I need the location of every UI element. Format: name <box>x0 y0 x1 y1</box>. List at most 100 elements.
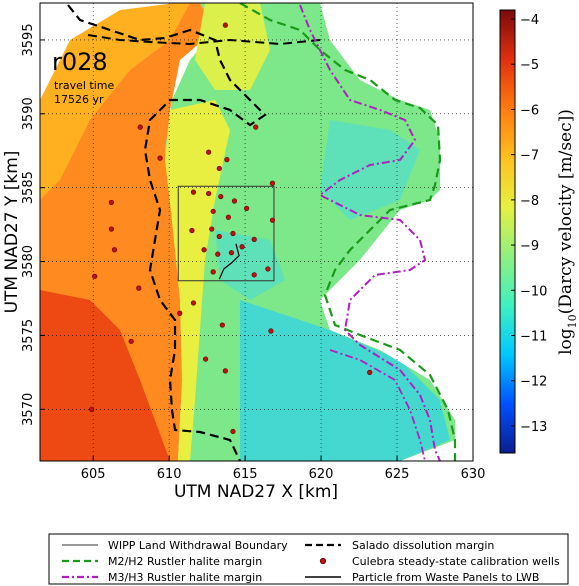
x-tick-label: 605 <box>81 467 106 482</box>
calibration-well-marker <box>268 328 274 334</box>
northwest-yellow-region <box>40 3 190 200</box>
colorbar <box>499 9 516 454</box>
calibration-well-marker <box>222 22 228 28</box>
colorbar-tick-label: −9 <box>520 239 539 254</box>
legend-item-label: M2/H2 Rustler halite margin <box>108 555 262 568</box>
colorbar-tick-label: −6 <box>520 103 539 118</box>
legend-box <box>48 533 569 585</box>
calibration-well-marker <box>218 193 224 200</box>
legend: WIPP Land Withdrawal Boundary M2/H2 Rustl… <box>48 533 569 585</box>
calibration-well-marker <box>210 208 216 214</box>
calibration-well-marker <box>251 272 257 278</box>
calibration-well-marker <box>108 199 115 206</box>
colorbar-tick-label: −13 <box>520 420 547 435</box>
northeast-yellow-region <box>195 3 270 90</box>
grid-lines <box>40 3 473 461</box>
calibration-well-marker <box>128 338 134 344</box>
south-cyan-region <box>240 300 450 461</box>
calibration-well-marker <box>228 250 235 256</box>
lwb-boundary-outline <box>177 185 275 282</box>
legend-item-label: Salado dissolution margin <box>352 539 494 552</box>
calibration-well-marker <box>136 285 142 291</box>
calibration-well-marker <box>209 226 215 232</box>
calibration-well-marker <box>222 368 228 374</box>
calibration-well-marker <box>244 205 250 211</box>
calibration-well-marker <box>269 180 276 186</box>
east-no-data <box>320 3 473 461</box>
calibration-well-marker <box>206 149 212 155</box>
calibration-well-marker <box>111 247 118 253</box>
run-id-label: r028 <box>52 48 108 76</box>
calibration-well-marker <box>177 310 183 316</box>
salado-dissolution-margin <box>67 4 267 461</box>
y-tick-label: 3585 <box>21 171 36 204</box>
calibration-well-marker <box>203 356 209 362</box>
calibration-well-marker <box>230 428 236 435</box>
x-tick-label: 620 <box>309 467 334 482</box>
legend-item: M3/H3 Rustler halite margin <box>62 571 262 584</box>
colorbar-title-subscript: 10 <box>566 314 579 328</box>
calibration-well-marker <box>189 227 195 234</box>
wipp-land-withdrawal-boundary <box>177 185 275 282</box>
legend-item: M2/H2 Rustler halite margin <box>62 555 262 568</box>
velocity-map <box>40 3 473 461</box>
y-axis-title: UTM NAD27 Y [km] <box>2 151 22 314</box>
calibration-well-marker <box>108 226 115 232</box>
calibration-well-marker <box>269 217 276 223</box>
m3h3-rustler-margin-inner <box>329 349 426 461</box>
y-tick-label: 3590 <box>21 97 36 130</box>
southwest-red-region <box>40 290 170 461</box>
legend-item: Particle from Waste Panels to LWB <box>305 571 539 584</box>
plot-frame <box>39 2 474 462</box>
calibration-well-marker <box>216 233 222 240</box>
colorbar-tick-label: −12 <box>520 375 547 390</box>
legend-item: Salado dissolution margin <box>305 539 494 552</box>
legend-well-swatch <box>319 557 327 565</box>
particle-track <box>218 243 240 280</box>
x-tick-label: 630 <box>461 467 486 482</box>
salado-dissolution-margin-north <box>87 34 321 46</box>
colorbar-tick-label: −8 <box>520 194 539 209</box>
legend-item-label: Particle from Waste Panels to LWB <box>352 571 539 584</box>
legend-item: WIPP Land Withdrawal Boundary <box>62 539 288 552</box>
legend-item-label: Culebra steady-state calibration wells <box>352 555 560 568</box>
calibration-well-marker <box>190 189 197 195</box>
calibration-well-marker <box>206 190 212 197</box>
m2h2-rustler-margin <box>239 3 457 461</box>
colorbar-ticks: −4 −5 −6 −7 −8 −9 −10 −11 −12 −13 <box>511 13 547 435</box>
y-tick-label: 3595 <box>21 23 36 56</box>
legend-item: Culebra steady-state calibration wells <box>319 555 560 568</box>
east-green-region <box>165 3 455 461</box>
calibration-wells <box>89 22 373 435</box>
colorbar-tick-label: −10 <box>520 284 547 299</box>
travel-time-value: 17526 yr <box>54 93 104 106</box>
x-axis-ticks: 605 610 615 620 625 630 <box>81 456 486 482</box>
legend-item-label: WIPP Land Withdrawal Boundary <box>108 539 288 552</box>
calibration-well-marker <box>239 244 245 250</box>
colorbar-title-prefix: log <box>556 328 576 355</box>
calibration-well-marker <box>190 300 197 306</box>
x-tick-label: 610 <box>157 467 182 482</box>
calibration-well-marker <box>137 124 143 130</box>
colorbar-title-suffix: (Darcy velocity [m/sec]) <box>556 109 576 314</box>
calibration-well-marker <box>210 269 216 275</box>
colorbar-tick-label: −4 <box>520 13 539 28</box>
calibration-well-marker <box>251 236 257 242</box>
legend-item-label: M3/H3 Rustler halite margin <box>108 571 262 584</box>
east-cyan-patch <box>320 120 420 220</box>
calibration-well-marker <box>219 322 225 328</box>
x-axis-title: UTM NAD27 X [km] <box>174 482 338 502</box>
x-tick-label: 615 <box>233 467 258 482</box>
y-tick-label: 3570 <box>21 393 36 426</box>
colorbar-tick-label: −7 <box>520 149 539 164</box>
particle-path <box>218 243 240 280</box>
calibration-well-marker <box>225 214 231 220</box>
colorbar-tick-label: −11 <box>520 329 547 344</box>
y-tick-label: 3575 <box>21 319 36 352</box>
y-tick-label: 3580 <box>21 245 36 278</box>
calibration-well-marker <box>89 406 95 412</box>
calibration-well-marker <box>367 369 373 375</box>
north-no-data <box>40 3 175 100</box>
calibration-well-marker <box>230 230 236 237</box>
